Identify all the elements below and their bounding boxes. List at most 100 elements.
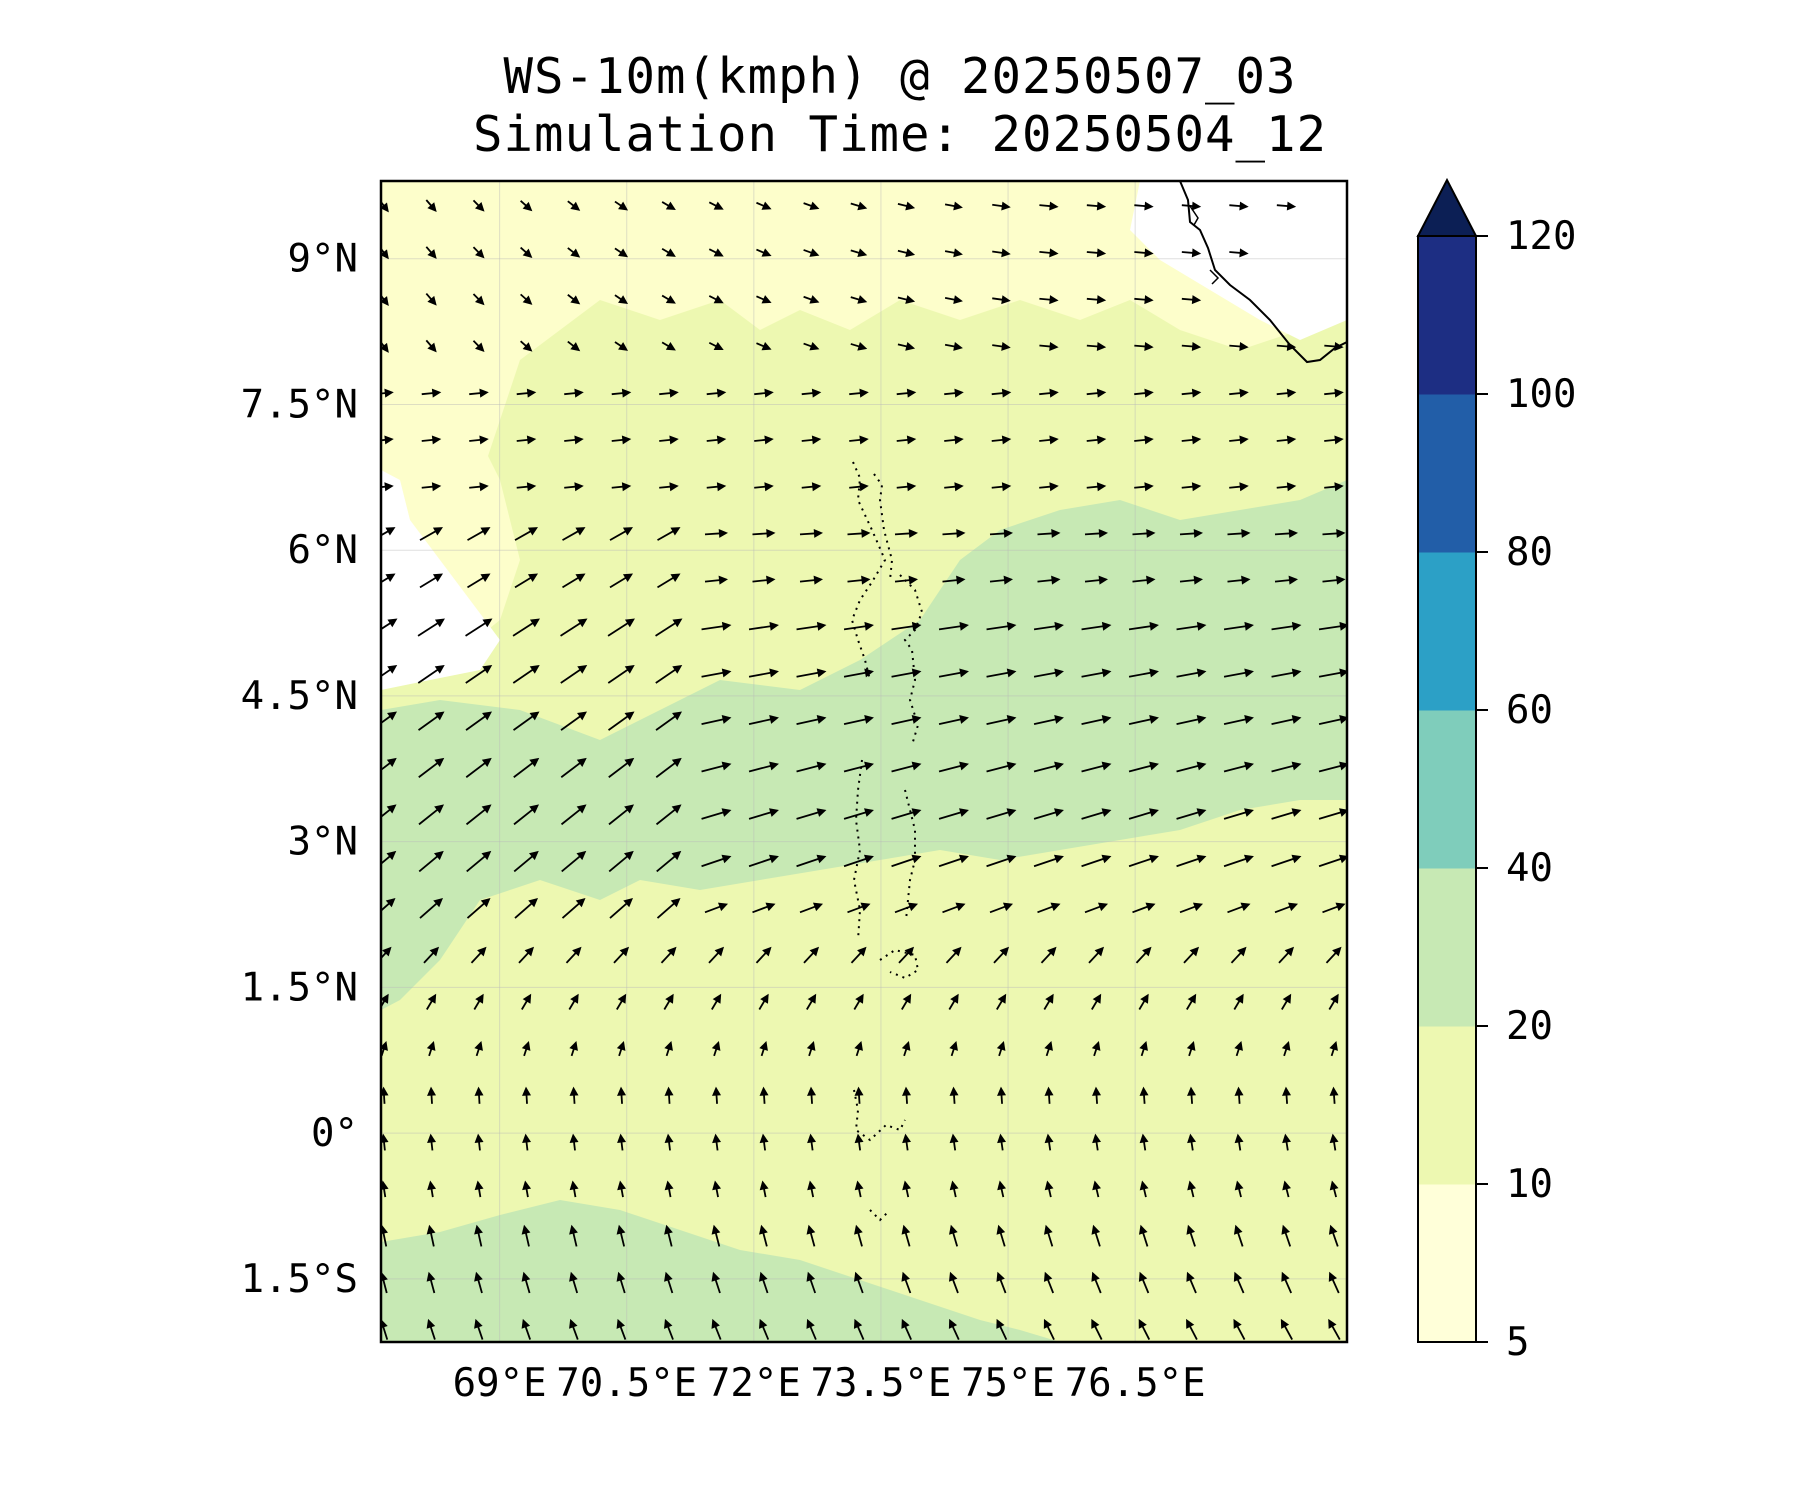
- wind-arrow: [1187, 1180, 1196, 1198]
- wind-arrow: [993, 946, 1010, 964]
- wind-arrow: [945, 946, 962, 964]
- wind-arrow: [755, 946, 772, 964]
- atoll-north-east: [873, 473, 894, 581]
- wind-arrow: [1134, 482, 1154, 492]
- wind-arrow: [756, 295, 772, 304]
- colorbar-tick-label: 120: [1506, 214, 1576, 259]
- wind-arrow: [901, 1271, 912, 1294]
- wind-arrow: [1132, 575, 1156, 585]
- wind-arrow: [1223, 621, 1254, 631]
- wind-arrow: [1181, 295, 1202, 305]
- wind-arrow: [466, 850, 492, 873]
- wind-arrow: [748, 854, 779, 868]
- wind-arrow: [564, 388, 584, 398]
- wind-arrow: [801, 435, 822, 445]
- wind-arrow: [989, 575, 1013, 585]
- wind-arrow: [759, 1224, 768, 1247]
- wind-arrow: [466, 897, 491, 919]
- wind-arrow: [1276, 201, 1297, 211]
- map-title: WS-10m(kmph) @ 20250507_03 Simulation Ti…: [0, 48, 1800, 164]
- wind-arrow: [1230, 946, 1247, 964]
- wind-arrow: [991, 482, 1012, 492]
- wind-arrow: [944, 388, 964, 398]
- wind-arrow: [894, 902, 918, 914]
- wind-arrow: [944, 435, 964, 445]
- wind-arrow: [616, 1040, 626, 1057]
- wind-arrow: [564, 435, 584, 445]
- wind-arrow: [1138, 1271, 1150, 1294]
- wind-arrow: [756, 201, 772, 210]
- wind-arrow: [1039, 201, 1059, 211]
- wind-arrow: [944, 295, 963, 305]
- wind-arrow: [1179, 902, 1203, 914]
- wind-arrow: [712, 1133, 722, 1151]
- wind-arrow: [991, 388, 1012, 398]
- wind-arrow: [1234, 1180, 1244, 1198]
- wind-arrow: [1081, 668, 1112, 678]
- wind-arrow: [706, 482, 727, 492]
- wind-arrow: [1233, 1318, 1246, 1341]
- wind-arrow: [1086, 248, 1107, 258]
- wind-arrow: [801, 388, 822, 398]
- india-coastline: [1179, 181, 1347, 364]
- wind-arrow: [986, 621, 1017, 631]
- wind-arrow: [708, 295, 724, 304]
- wind-arrow: [419, 897, 443, 919]
- wind-arrow: [660, 946, 677, 964]
- wind-arrow: [1086, 295, 1107, 305]
- wind-arrow: [891, 668, 922, 678]
- wind-arrow: [1181, 482, 1202, 492]
- wind-arrow: [897, 341, 916, 351]
- wind-arrow: [938, 808, 969, 820]
- wind-arrow: [474, 1133, 484, 1151]
- wind-arrow: [655, 618, 683, 637]
- wind-arrow: [417, 618, 445, 637]
- wind-arrow: [1134, 388, 1154, 398]
- wind-arrow: [1044, 1086, 1054, 1104]
- wind-arrow: [701, 715, 732, 725]
- wind-vectors: [381, 199, 1347, 1341]
- field-southwest-20-40: [381, 1200, 1060, 1342]
- wind-arrow: [608, 757, 635, 778]
- wind-arrow: [850, 295, 868, 304]
- wind-arrow: [522, 1133, 532, 1151]
- wind-arrow: [989, 902, 1013, 914]
- wind-arrow: [611, 388, 632, 398]
- wind-arrow: [1044, 1180, 1054, 1198]
- wind-arrow: [465, 804, 492, 826]
- wind-arrow: [756, 341, 772, 351]
- wind-arrow: [938, 668, 969, 678]
- colorbar-tick-label: 5: [1506, 1320, 1529, 1365]
- wind-arrow: [1084, 528, 1108, 538]
- wind-arrow: [617, 1086, 627, 1104]
- wind-arrow: [1328, 993, 1339, 1010]
- wind-arrow: [512, 711, 540, 731]
- wind-arrow: [1138, 1318, 1151, 1340]
- wind-arrow: [854, 1224, 863, 1247]
- wind-arrow: [657, 573, 681, 589]
- wind-arrow: [472, 340, 485, 353]
- wind-arrow: [997, 1133, 1007, 1151]
- wind-arrow: [1134, 201, 1154, 211]
- wind-arrow: [1276, 388, 1297, 398]
- wind-arrow: [472, 199, 485, 212]
- wind-arrow: [1281, 1224, 1292, 1247]
- map-frame: [379, 179, 1349, 1344]
- lat-tick-label: 7.5°N: [241, 382, 358, 427]
- wind-arrow: [897, 248, 916, 258]
- wind-arrow: [474, 1086, 484, 1104]
- wind-arrow: [521, 1040, 531, 1057]
- wind-arrow: [655, 757, 682, 778]
- wind-arrow: [1176, 808, 1207, 820]
- wind-arrow: [568, 993, 579, 1010]
- wind-arrow: [567, 247, 581, 258]
- wind-arrow: [516, 435, 537, 445]
- wind-arrow: [1227, 575, 1251, 585]
- wind-arrow: [421, 388, 442, 398]
- wind-arrow: [663, 993, 674, 1010]
- wind-arrow: [1039, 388, 1059, 398]
- wind-arrow: [1234, 1086, 1244, 1104]
- wind-arrow: [617, 1180, 627, 1198]
- wind-arrow: [996, 1318, 1008, 1340]
- wind-arrow: [1282, 1180, 1291, 1198]
